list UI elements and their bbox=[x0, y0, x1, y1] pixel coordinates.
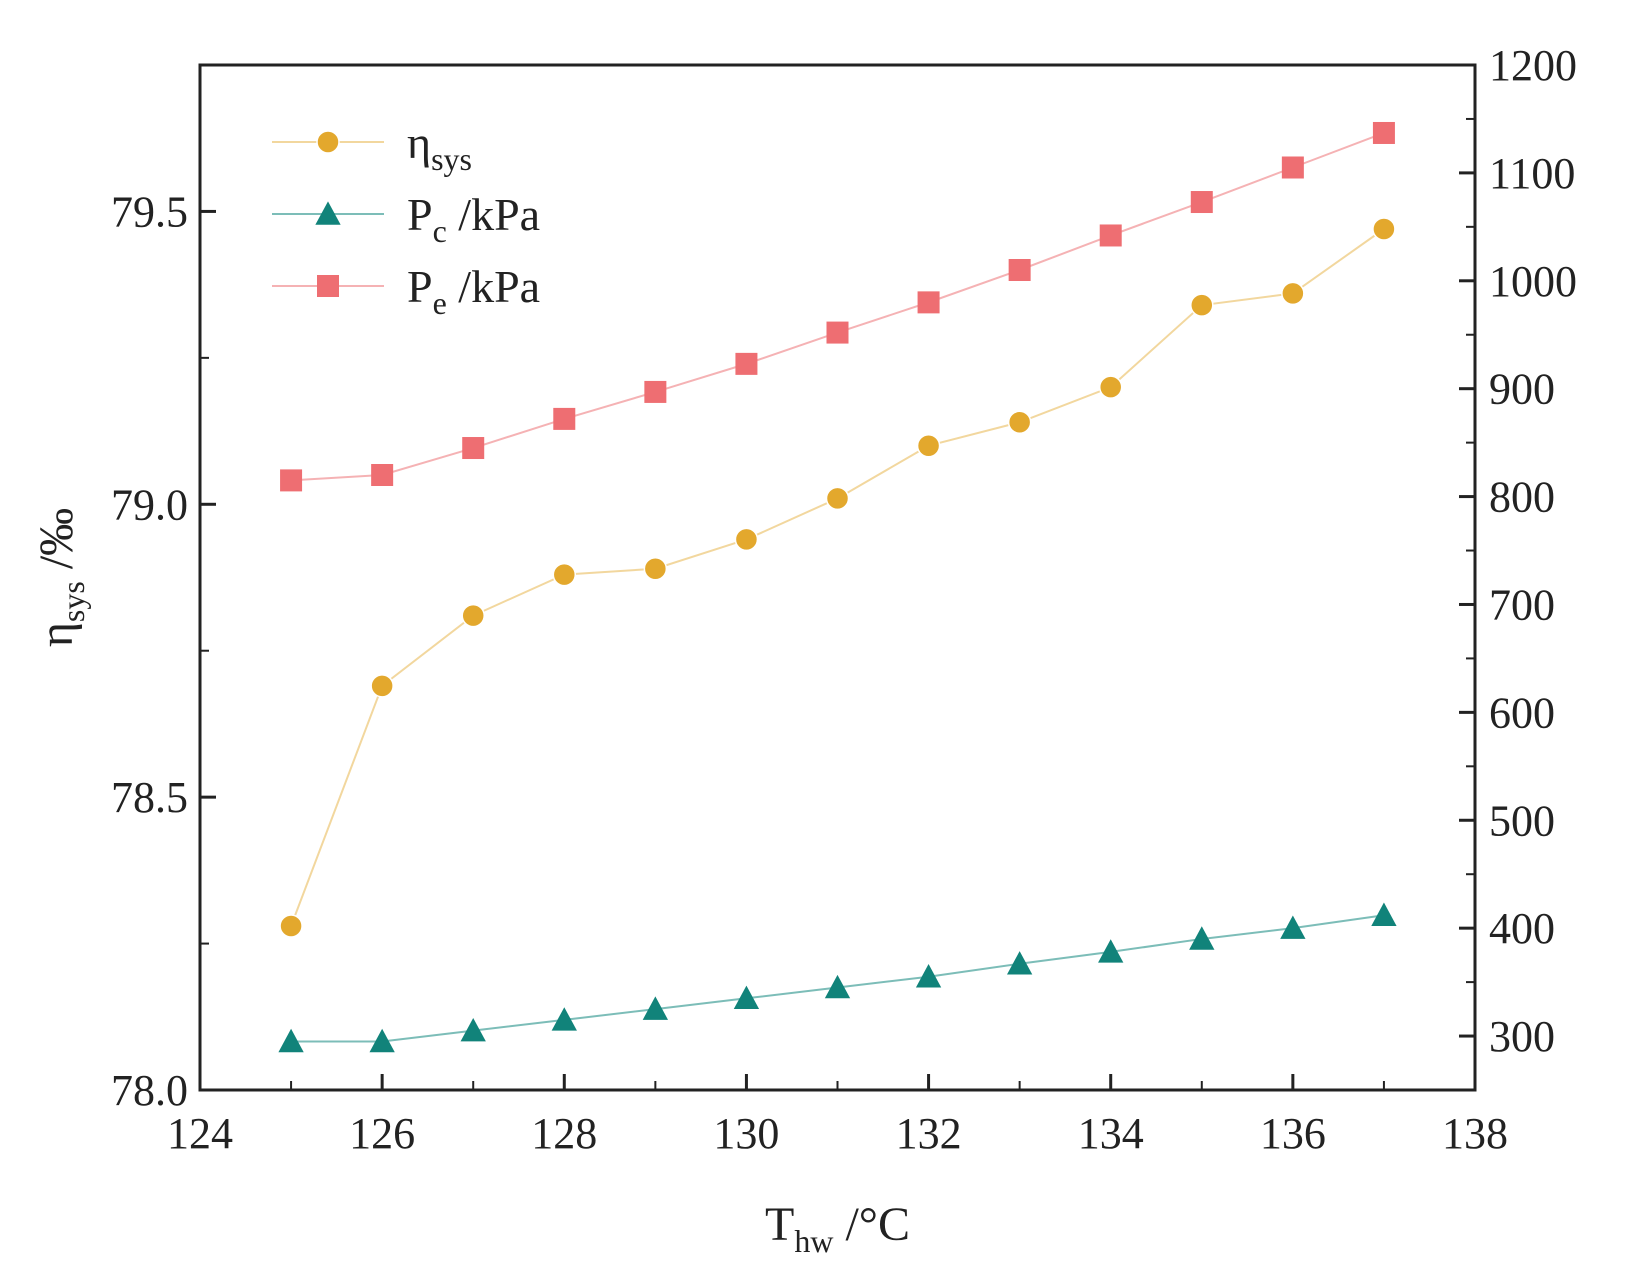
legend-marker-square bbox=[317, 275, 339, 297]
data-point-triangle bbox=[1189, 926, 1215, 950]
data-point-square bbox=[644, 380, 667, 403]
y-left-axis-title-sub: sys bbox=[55, 581, 91, 622]
x-tick-label: 124 bbox=[167, 1109, 233, 1158]
y-left-axis-title-main: η bbox=[30, 622, 83, 647]
data-point-triangle bbox=[551, 1007, 577, 1031]
x-tick-label: 126 bbox=[349, 1109, 415, 1158]
x-axis-title-main: T bbox=[765, 1198, 794, 1251]
y-left-axis-title: ηsys /‰ bbox=[30, 508, 91, 647]
data-point-triangle bbox=[1371, 902, 1397, 926]
y-right-tick-label: 500 bbox=[1489, 796, 1555, 845]
y-left-tick-label: 78.0 bbox=[111, 1066, 188, 1115]
legend-label-main: P bbox=[407, 261, 433, 312]
data-point-square bbox=[280, 469, 303, 492]
y-right-tick-label: 800 bbox=[1489, 473, 1555, 522]
legend-marker-triangle bbox=[315, 201, 341, 225]
data-point-square bbox=[917, 291, 940, 314]
y-right-tick-label: 1100 bbox=[1489, 149, 1575, 198]
x-axis-title-tail: /°C bbox=[833, 1198, 910, 1251]
legend-label-main: P bbox=[407, 189, 433, 240]
data-point-triangle bbox=[1006, 951, 1033, 975]
y-right-tick-label: 300 bbox=[1489, 1012, 1555, 1061]
x-tick-label: 128 bbox=[531, 1109, 597, 1158]
y-right-tick-label: 700 bbox=[1489, 580, 1555, 629]
data-point-circle bbox=[552, 562, 577, 587]
legend-label-main: η bbox=[407, 117, 431, 168]
data-point-circle bbox=[1372, 217, 1396, 241]
data-point-triangle bbox=[1098, 939, 1124, 963]
data-point-circle bbox=[461, 603, 485, 628]
data-point-circle bbox=[643, 556, 668, 581]
legend-label-tail: /kPa bbox=[447, 261, 540, 312]
legend-marker-circle bbox=[316, 130, 340, 154]
data-point-triangle bbox=[915, 964, 942, 988]
data-point-circle bbox=[1098, 375, 1123, 399]
data-point-triangle bbox=[460, 1018, 486, 1042]
y-left-tick-label: 79.0 bbox=[111, 480, 188, 529]
y-left-tick-label: 78.5 bbox=[111, 773, 188, 822]
data-point-triangle bbox=[278, 1028, 304, 1053]
data-point-circle bbox=[734, 527, 759, 552]
data-point-triangle bbox=[642, 996, 669, 1020]
data-point-square bbox=[371, 464, 394, 486]
y-right-tick-label: 600 bbox=[1489, 688, 1555, 737]
data-point-square bbox=[553, 407, 576, 430]
data-point-triangle bbox=[369, 1028, 395, 1053]
legend-label-tail: /kPa bbox=[447, 189, 540, 240]
x-tick-label: 130 bbox=[713, 1109, 779, 1158]
data-point-triangle bbox=[824, 974, 851, 999]
x-tick-label: 134 bbox=[1078, 1109, 1144, 1158]
y-right-tick-label: 1000 bbox=[1489, 257, 1577, 306]
legend-label-sub: sys bbox=[431, 141, 472, 177]
series-layer bbox=[278, 121, 1397, 1053]
data-point-square bbox=[1008, 259, 1031, 281]
data-point-square bbox=[1099, 224, 1122, 247]
data-point-triangle bbox=[733, 985, 760, 1010]
legend-label: Pe /kPa bbox=[407, 261, 540, 321]
data-point-circle bbox=[370, 674, 394, 698]
legend-label: ηsys bbox=[407, 117, 472, 177]
data-point-circle bbox=[279, 914, 303, 938]
data-point-circle bbox=[1190, 293, 1214, 317]
data-point-circle bbox=[1281, 281, 1305, 306]
data-point-square bbox=[735, 352, 758, 375]
legend-label: Pc /kPa bbox=[407, 189, 540, 249]
x-tick-label: 138 bbox=[1442, 1109, 1508, 1158]
data-point-circle bbox=[825, 486, 850, 511]
x-axis-title-sub: hw bbox=[794, 1223, 833, 1259]
data-point-square bbox=[462, 437, 485, 460]
y-right-tick-label: 400 bbox=[1489, 904, 1555, 953]
x-tick-label: 136 bbox=[1260, 1109, 1326, 1158]
data-point-circle bbox=[916, 433, 941, 458]
data-point-circle bbox=[1007, 410, 1032, 435]
data-point-square bbox=[826, 321, 849, 344]
y-right-tick-label: 1200 bbox=[1489, 41, 1577, 90]
y-right-tick-label: 900 bbox=[1489, 365, 1555, 414]
legend-label-sub: e bbox=[433, 285, 447, 321]
data-point-square bbox=[1281, 156, 1304, 179]
labels-layer: 124 126 128 130 132 134 136 138 78.0 78.5 79.0 79.5… bbox=[30, 41, 1577, 1259]
legend-label-sub: c bbox=[433, 213, 447, 249]
y-left-tick-label: 79.5 bbox=[111, 187, 188, 236]
x-tick-label: 132 bbox=[896, 1109, 962, 1158]
x-axis-title: Thw /°C bbox=[765, 1198, 910, 1259]
data-point-square bbox=[1372, 121, 1395, 144]
y-left-axis-title-tail: /‰ bbox=[30, 508, 83, 581]
data-point-triangle bbox=[1280, 915, 1306, 939]
ticks-layer bbox=[198, 63, 1477, 1092]
data-point-square bbox=[1190, 191, 1213, 214]
